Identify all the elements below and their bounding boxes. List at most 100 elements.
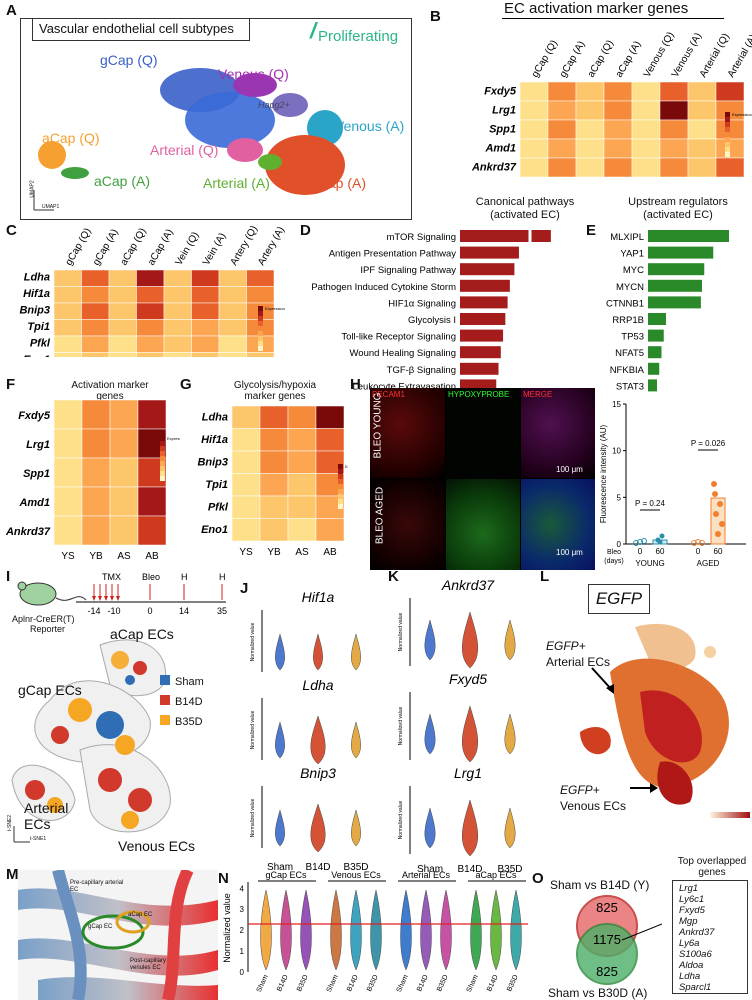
violin-shape xyxy=(351,721,361,759)
timeline-tick: 0 xyxy=(147,606,152,616)
young-merge-image xyxy=(521,388,595,478)
x-label: B14D xyxy=(346,974,360,993)
violin-shape xyxy=(275,633,285,671)
violin-shape xyxy=(275,809,285,847)
legend-swatch xyxy=(725,132,730,137)
heatmap-cell xyxy=(81,457,111,488)
x-label: B35D xyxy=(296,974,310,993)
heatmap-cell xyxy=(603,100,633,121)
tmx-label: TMX xyxy=(102,572,121,582)
x-label: Sham xyxy=(256,974,270,994)
heatmap-cell xyxy=(163,319,192,337)
heatmap-cell xyxy=(109,457,139,488)
heatmap-cell xyxy=(81,515,111,546)
day-tick: 60 xyxy=(656,547,665,556)
gene-label: Hif1a xyxy=(302,589,335,605)
violin-shape xyxy=(504,713,516,755)
pathway-bar xyxy=(460,279,510,292)
p-value-aged: P = 0.026 xyxy=(691,439,726,448)
label-venous-a: Venous (A) xyxy=(335,118,405,134)
overlap-gene: Fxyd5 xyxy=(679,905,705,916)
microscopy-grid xyxy=(370,388,595,570)
x-label: B35D xyxy=(366,974,380,993)
bar-chart-e: MLXIPL YAP1 MYC MYCN CTNNB1 RRP1B TP53 NFAT5 NFK… xyxy=(606,230,729,392)
panel-label-a: A xyxy=(6,2,17,19)
violin-shape xyxy=(400,889,412,971)
heatmap-cell xyxy=(108,269,137,287)
violin-n: 0 1 2 3 4 Normalized value gCap ECs Sham B14D B35… xyxy=(222,870,528,994)
heatmap-cell xyxy=(218,269,247,287)
heatmap-cell xyxy=(108,302,137,320)
heatmap-cell xyxy=(136,335,165,353)
label-arterial-a: Arterial (A) xyxy=(203,175,270,191)
heatmap-cell xyxy=(81,486,111,517)
row-label: Pfkl xyxy=(30,338,51,350)
heatmap-cell xyxy=(287,450,317,474)
heatmap-cell xyxy=(81,286,110,304)
x-label: B14D xyxy=(486,974,500,993)
row-label: Lrg1 xyxy=(492,104,516,116)
label-gcap-ecs: gCap ECs xyxy=(18,682,82,698)
pathway-label: HIF1α Signaling xyxy=(388,298,456,309)
legend-swatch xyxy=(725,117,730,122)
regulator-label: RRP1B xyxy=(612,315,644,326)
row-label: Hif1a xyxy=(23,288,50,300)
violin-k: Ankrd37 Normalized value Fxyd5 Normalized v… xyxy=(398,577,523,875)
x-label: Sham xyxy=(417,864,443,875)
regulator-label: MLXIPL xyxy=(610,232,644,243)
row-label: Ankrd37 xyxy=(5,526,51,538)
legend-sham: Sham xyxy=(160,672,204,692)
legend-swatch xyxy=(725,127,730,132)
heatmap-cell xyxy=(218,319,247,337)
heatmap-cell xyxy=(231,495,261,519)
row-label: Pfkl xyxy=(208,502,229,514)
heatmap-cell xyxy=(81,428,111,459)
violin-shape xyxy=(351,633,361,671)
y-axis-label: Normalized value xyxy=(250,798,256,837)
y-axis-label: Fluorescence intensity (AU) xyxy=(599,425,608,524)
y-tick: 0 xyxy=(617,540,622,549)
bar-chart-d: mTOR Signaling Antigen Presentation Pathw… xyxy=(311,228,551,392)
heatmap-c: Ldha Hif1a Bnip3 Tpi1 Pfkl Eno1 gCap (Q)gCap (… xyxy=(19,224,287,357)
heatmap-cell xyxy=(218,335,247,353)
col-label: Artery (A) xyxy=(256,225,287,268)
legend-title: Expression xyxy=(265,306,285,311)
row-label: Bnip3 xyxy=(19,305,50,317)
pathway-label: Pathogen Induced Cytokine Storm xyxy=(311,282,456,293)
heatmap-cell xyxy=(53,302,82,320)
legend-title: Expression xyxy=(732,112,752,117)
scale-bar-top: 100 μm xyxy=(556,465,583,474)
heatmap-cell xyxy=(81,302,110,320)
gene-label: Ldha xyxy=(302,677,333,693)
legend-swatch xyxy=(160,451,165,456)
pathway-bar xyxy=(460,246,519,259)
panel-f-title: Activation marker genes xyxy=(71,380,149,402)
regulator-bar xyxy=(648,263,705,276)
heatmap-cell xyxy=(137,486,167,517)
regulator-label: CTNNB1 xyxy=(606,298,644,309)
heatmap-cell xyxy=(53,269,82,287)
x-label: Sham xyxy=(267,862,293,873)
row-label: Amd1 xyxy=(18,497,50,509)
panel-label-k: K xyxy=(388,568,399,585)
panel-b-rule xyxy=(502,18,724,19)
legend-swatch xyxy=(338,504,343,509)
violin-shape xyxy=(440,889,452,971)
heatmap-cell xyxy=(218,286,247,304)
heatmap-cell xyxy=(259,518,289,542)
heatmap-cell xyxy=(259,473,289,497)
legend-swatch xyxy=(725,152,730,157)
egfp-colorbar xyxy=(710,812,750,818)
young-hypoxyprobe-image xyxy=(446,388,520,478)
row-label: Lrg1 xyxy=(26,439,50,451)
col-label: Artery (Q) xyxy=(229,224,260,268)
umap1-label: UMAP1 xyxy=(42,204,60,210)
legend-swatch xyxy=(160,436,165,441)
x-label: B35D xyxy=(506,974,520,993)
tsne2-label: t-SNE2 xyxy=(7,814,14,832)
heatmap-cell xyxy=(603,81,633,102)
day-tick: 60 xyxy=(714,547,723,556)
heatmap-cell xyxy=(659,138,689,159)
heatmap-cell xyxy=(259,495,289,519)
venn-count-top: 825 xyxy=(596,900,618,915)
